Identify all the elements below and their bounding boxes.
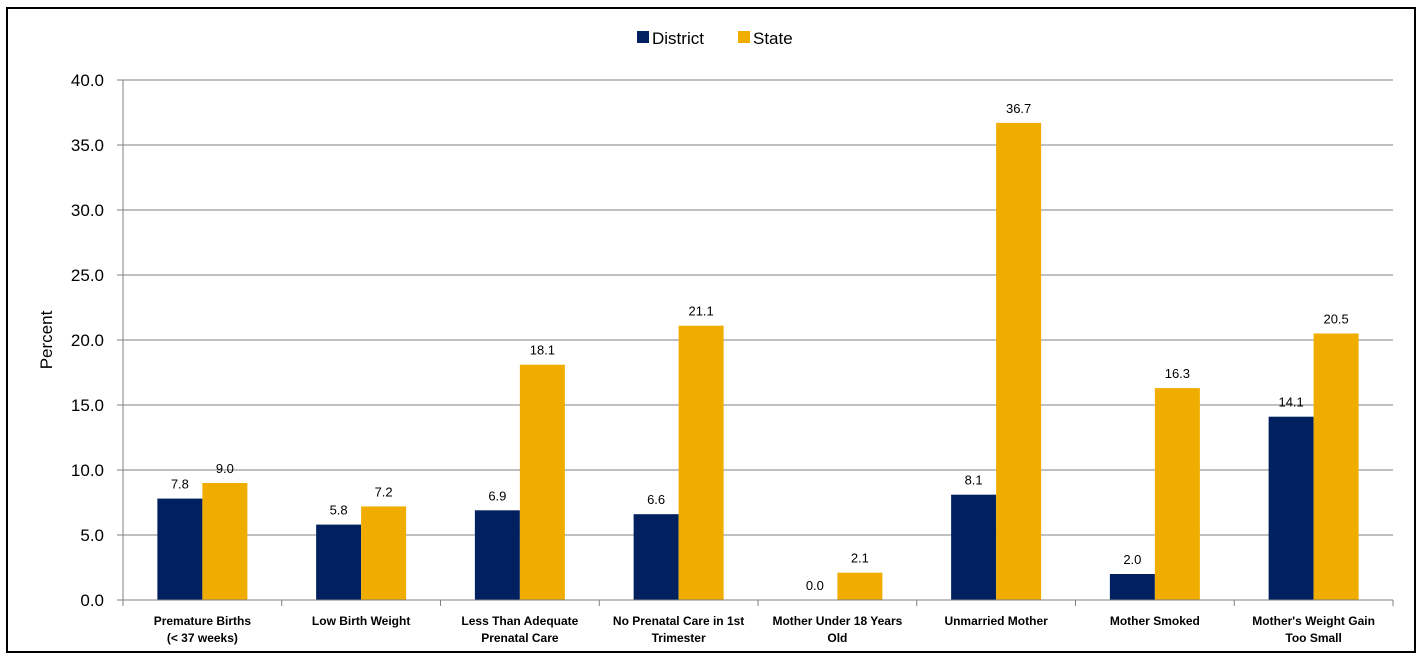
data-label: 9.0 [216, 461, 234, 476]
category-label: Premature Births [154, 614, 252, 628]
bar-district [157, 498, 203, 600]
data-label: 2.0 [1123, 552, 1141, 567]
bar-state [202, 483, 248, 600]
category-label: No Prenatal Care in 1st [613, 614, 744, 628]
category-label: Less Than Adequate [461, 614, 578, 628]
category-label: Mother Under 18 Years [772, 614, 902, 628]
legend-label-state: State [753, 29, 793, 48]
category-label: Mother's Weight Gain [1252, 614, 1375, 628]
y-tick-label: 40.0 [71, 71, 104, 90]
chart-frame [6, 7, 1416, 653]
bar-district [1109, 574, 1155, 600]
bar-state [1313, 333, 1359, 600]
legend-swatch-district [637, 31, 649, 43]
data-label: 7.8 [171, 477, 189, 492]
bar-state [519, 364, 565, 600]
data-label: 6.6 [647, 492, 665, 507]
data-label: 0.0 [806, 578, 824, 593]
category-label: Unmarried Mother [944, 614, 1048, 628]
y-tick-label: 20.0 [71, 331, 104, 350]
data-label: 5.8 [330, 503, 348, 518]
data-label: 16.3 [1165, 366, 1190, 381]
category-label: Prenatal Care [481, 631, 559, 645]
y-tick-label: 25.0 [71, 266, 104, 285]
legend-swatch-state [738, 31, 750, 43]
bar-state [996, 122, 1042, 601]
category-label: Low Birth Weight [312, 614, 410, 628]
data-label: 21.1 [688, 304, 713, 319]
y-axis-label: Percent [37, 310, 56, 369]
bar-district [1268, 416, 1314, 600]
bar-district [316, 524, 362, 600]
category-label: Old [827, 631, 847, 645]
data-label: 20.5 [1323, 312, 1348, 327]
bar-district [951, 494, 997, 600]
bar-state [361, 506, 407, 600]
y-tick-label: 15.0 [71, 396, 104, 415]
bar-district [474, 510, 520, 600]
bar-state [837, 572, 883, 600]
category-label: Too Small [1285, 631, 1341, 645]
legend-label-district: District [652, 29, 704, 48]
data-label: 18.1 [530, 343, 555, 358]
bar-district [633, 514, 679, 600]
y-tick-label: 30.0 [71, 201, 104, 220]
data-label: 36.7 [1006, 101, 1031, 116]
axes [122, 80, 1394, 606]
y-axis-ticks: 0.0 5.0 10.0 15.0 20.0 25.0 30.0 35.0 40.0 [71, 71, 123, 610]
y-tick-label: 5.0 [80, 526, 104, 545]
gridlines [123, 79, 1393, 536]
data-label: 7.2 [375, 484, 393, 499]
data-label: 8.1 [965, 473, 983, 488]
y-tick-label: 10.0 [71, 461, 104, 480]
y-tick-label: 0.0 [80, 591, 104, 610]
category-label: Trimester [652, 631, 706, 645]
data-label: 2.1 [851, 551, 869, 566]
y-tick-label: 35.0 [71, 136, 104, 155]
bars [157, 122, 1359, 601]
bar-state [1154, 388, 1200, 600]
data-label: 14.1 [1278, 395, 1303, 410]
bar-state [678, 325, 724, 600]
category-label: (< 37 weeks) [167, 631, 238, 645]
data-labels: 7.8 9.0 5.8 7.2 6.9 18.1 6.6 21.1 0.0 2.1 8.1 36.7 2… [171, 101, 1349, 593]
category-labels: Premature Births (< 37 weeks) Low Birth We… [154, 614, 1375, 645]
legend: District State [637, 29, 793, 48]
category-label: Mother Smoked [1110, 614, 1200, 628]
data-label: 6.9 [488, 488, 506, 503]
